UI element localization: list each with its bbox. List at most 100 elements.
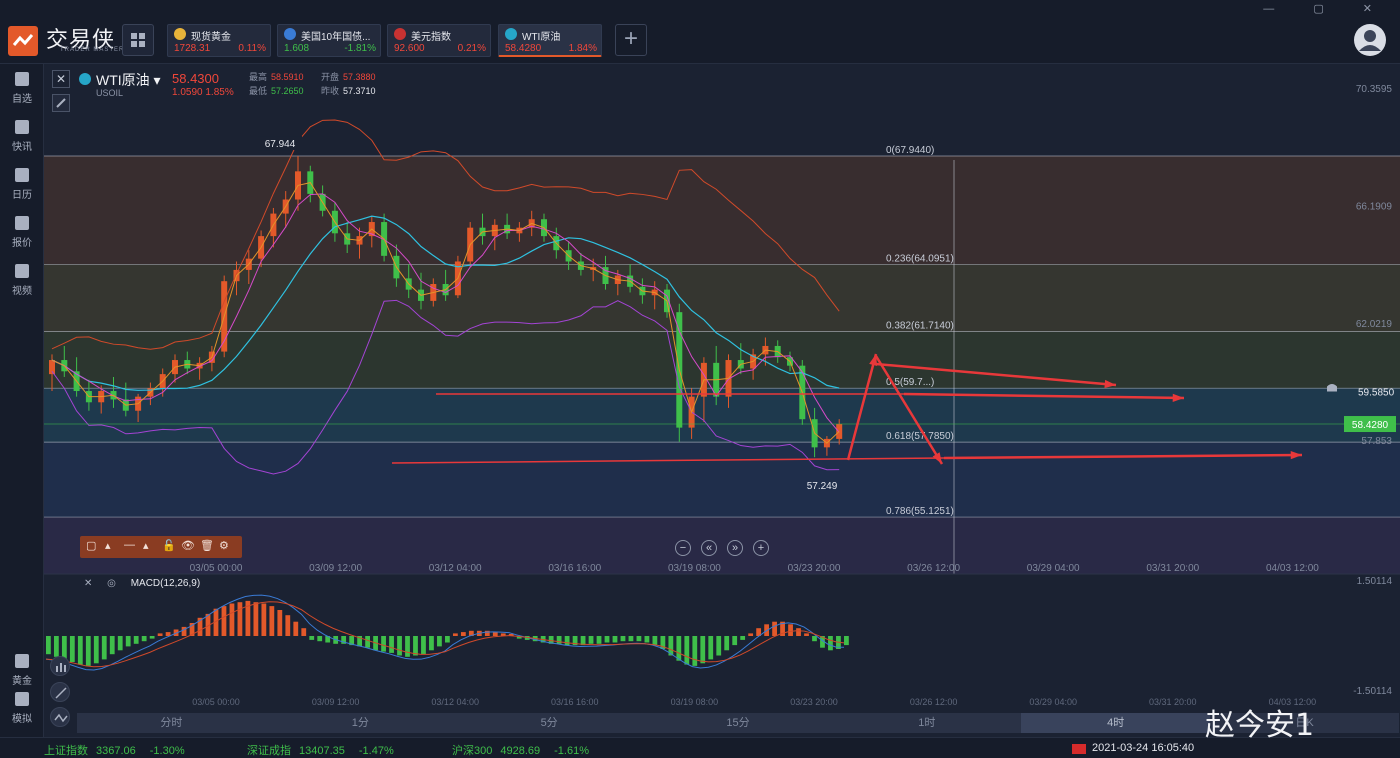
macd-x-tick-label: 03/31 20:00	[1149, 697, 1197, 707]
index-ticker-1[interactable]: 上证指数 3367.06 -1.30%	[44, 742, 185, 758]
quote-icon	[15, 216, 29, 230]
line-tool-icon	[55, 687, 67, 699]
close-chart-button[interactable]: ✕	[52, 70, 70, 88]
status-bar: 上证指数 3367.06 -1.30% 深证成指 13407.35 -1.47% 沪深300…	[0, 737, 1400, 758]
macd-x-tick-label: 03/05 00:00	[192, 697, 240, 707]
quote-tab-name: 美元指数	[411, 32, 451, 43]
current-price-tag	[1344, 416, 1396, 433]
macd-bar	[277, 610, 283, 636]
timeframe-5[interactable]: 1时	[918, 717, 936, 729]
x-tick-label: 04/03 12:00	[1266, 563, 1319, 574]
drawn-arrow-up[interactable]	[846, 353, 878, 461]
grid-icon	[131, 33, 145, 47]
macd-bar	[700, 636, 706, 664]
quote-tab-2[interactable]: 美国10年国债... 1.608 -1.81%	[277, 24, 381, 57]
ma-line-magenta	[51, 193, 840, 433]
window-controls[interactable]: — ▢ ✕	[1263, 3, 1390, 15]
quote-tab-price: 92.600	[394, 43, 425, 54]
candle-body[interactable]	[49, 360, 55, 375]
timeframe-3[interactable]: 5分	[540, 717, 558, 729]
nav-button-1[interactable]: −	[675, 540, 691, 556]
quote-tab-1[interactable]: 现货黄金 1728.31 0.11%	[167, 24, 271, 57]
macd-bar	[492, 632, 498, 636]
macd-dif-line	[45, 594, 845, 671]
chart-area[interactable]: 0(67.9440) 0.236(64.0951) 0.382(61.7140) 0.…	[44, 64, 1400, 737]
bars-icon	[56, 663, 66, 672]
draw-tool-7[interactable]: 🗑	[200, 540, 214, 552]
line-tool-button[interactable]	[50, 682, 70, 702]
drawn-arrow-right-1[interactable]	[875, 362, 1117, 387]
nav-button-2[interactable]: «	[701, 540, 717, 556]
timeframe-6[interactable]: 4时	[1021, 713, 1211, 733]
fib-label: 0.236(64.0951)	[886, 253, 954, 264]
macd-bar	[556, 636, 562, 644]
draw-tool-1[interactable]: ▢	[86, 540, 97, 552]
timeframe-7[interactable]: 日K	[1295, 717, 1314, 729]
macd-x-tick-label: 03/29 04:00	[1029, 697, 1077, 707]
timeframe-2[interactable]: 1分	[351, 717, 369, 729]
drawing-toolbar[interactable]: ▢ ▴ — ▴ 🔓 👁 🗑 ⚙	[80, 536, 242, 558]
bell-icon[interactable]	[1327, 383, 1337, 392]
nav-button-4[interactable]: +	[753, 540, 769, 556]
sidebar-item-5[interactable]: 视频	[0, 258, 44, 304]
index-ticker-3[interactable]: 沪深300 4928.69 -1.61%	[452, 742, 589, 758]
user-avatar[interactable]	[1354, 24, 1386, 56]
draw-tool-6[interactable]: 👁	[181, 540, 195, 552]
macd-bar	[772, 621, 777, 636]
sidebar-item-1[interactable]: 自选	[0, 66, 44, 112]
macd-bar	[748, 633, 754, 636]
bar-chart-icon	[284, 28, 296, 40]
sidebar-item-label: 日历	[12, 190, 32, 201]
stat-high: 最高 58.5910	[249, 72, 304, 82]
x-tick-label: 03/29 04:00	[1027, 563, 1080, 574]
sidebar-bottom-item-1[interactable]: 黄金	[0, 648, 44, 694]
macd-bar	[341, 636, 347, 644]
drawn-arrow-right-3[interactable]	[943, 453, 1303, 460]
quote-tab-3[interactable]: 美元指数 92.600 0.21%	[387, 24, 491, 57]
drawn-arrow-down[interactable]	[874, 355, 944, 465]
indicator-tool-button[interactable]	[50, 656, 70, 676]
macd-bar	[125, 636, 131, 647]
macd-bar	[820, 636, 825, 648]
sidebar-item-2[interactable]: 快讯	[0, 114, 44, 160]
draw-tool-8[interactable]: ⚙	[219, 540, 229, 552]
index-ticker-2[interactable]: 深证成指 13407.35 -1.47%	[247, 742, 394, 758]
stat-prev-close: 昨收 57.3710	[321, 86, 376, 96]
oil-icon	[79, 73, 91, 85]
sidebar-bottom-item-2[interactable]: 模拟	[0, 686, 44, 732]
draw-tool-4[interactable]: ▴	[143, 540, 149, 552]
macd-bar	[740, 636, 746, 640]
gold-icon	[15, 654, 29, 668]
symbol-name[interactable]: WTI原油 ▾	[96, 72, 161, 88]
draw-tool-2[interactable]: ▴	[105, 540, 111, 552]
drawn-arrow-right-2-head	[1172, 393, 1184, 402]
macd-bar	[77, 636, 83, 665]
settings-icon[interactable]: ◎	[107, 578, 116, 589]
grid-layout-button[interactable]	[122, 24, 154, 56]
macd-bar	[253, 602, 259, 636]
fib-zone-5	[44, 517, 1400, 574]
draw-tool-5[interactable]: 🔓	[162, 540, 176, 552]
macd-y-min: -1.50114	[1353, 686, 1392, 697]
x-tick-label: 03/26 12:00	[907, 563, 960, 574]
drawn-line-lower[interactable]	[391, 457, 945, 464]
sidebar-item-3[interactable]: 日历	[0, 162, 44, 208]
macd-bar	[325, 636, 331, 643]
sidebar-item-label: 模拟	[12, 714, 32, 725]
x-tick-label: 03/12 04:00	[429, 563, 482, 574]
drawn-arrow-right-2[interactable]	[903, 392, 1185, 400]
draw-tool-button[interactable]	[52, 94, 70, 112]
close-indicator-icon[interactable]: ✕	[84, 578, 93, 589]
timeframe-4[interactable]: 15分	[726, 717, 750, 729]
fib-label: 0.786(55.1251)	[886, 506, 954, 517]
add-tab-button[interactable]: +	[615, 24, 647, 56]
draw-tool-3[interactable]: —	[124, 539, 135, 551]
price-chart[interactable]: 0(67.9440) 0.236(64.0951) 0.382(61.7140) 0.…	[44, 64, 1400, 737]
quote-tab-4[interactable]: WTI原油 58.4280 1.84%	[498, 24, 602, 57]
wave-tool-button[interactable]	[50, 707, 70, 727]
sidebar-item-4[interactable]: 报价	[0, 210, 44, 256]
nav-button-3[interactable]: »	[727, 540, 743, 556]
timeframe-1[interactable]: 分时	[160, 717, 183, 729]
macd-bar	[293, 621, 299, 636]
macd-bar	[484, 630, 490, 636]
